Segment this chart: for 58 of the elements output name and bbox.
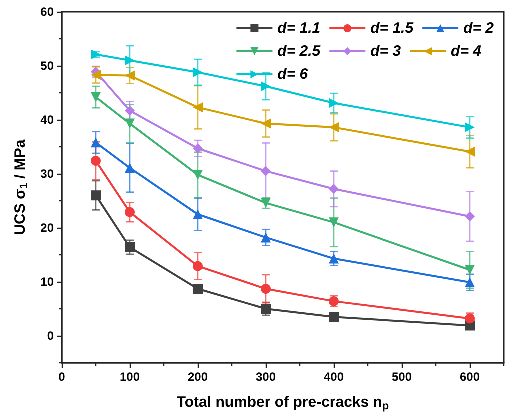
point (329, 184, 339, 194)
legend-label: d= 4 (451, 43, 482, 60)
point (329, 98, 339, 108)
point (125, 163, 135, 174)
point (91, 156, 101, 166)
point (193, 102, 203, 113)
point (193, 261, 203, 272)
point (261, 118, 271, 129)
point (125, 56, 135, 66)
y-tick-label: 10 (40, 275, 54, 289)
point (125, 106, 135, 116)
x-tick-label: 500 (392, 370, 412, 384)
y-tick-label: 50 (40, 59, 54, 73)
point (91, 70, 101, 80)
y-tick-label: 60 (40, 5, 54, 19)
point (125, 242, 135, 252)
y-tick-label: 20 (40, 221, 54, 235)
point (465, 212, 475, 222)
x-tick-label: 300 (256, 370, 276, 384)
y-tick-label: 40 (40, 113, 54, 127)
point (261, 166, 271, 176)
point (193, 144, 203, 154)
y-tick-label: 30 (40, 167, 54, 181)
point (465, 146, 475, 157)
x-tick-label: 0 (58, 370, 66, 384)
point (125, 118, 135, 129)
point (261, 284, 271, 294)
x-tick-label: 600 (460, 370, 480, 384)
point (91, 92, 101, 102)
point (91, 190, 101, 201)
point (193, 170, 203, 180)
point (193, 67, 203, 78)
legend-label: d= 3 (370, 43, 402, 60)
legend-label: d= 1.5 (370, 20, 414, 37)
x-tick-label: 400 (324, 370, 344, 384)
legend-label: d= 6 (278, 66, 309, 83)
point (193, 210, 203, 220)
x-tick-label: 200 (188, 370, 208, 384)
point (125, 70, 135, 81)
point (329, 312, 339, 322)
point (465, 278, 475, 288)
legend-label: d= 2.5 (278, 43, 322, 60)
point (261, 304, 271, 314)
point (125, 207, 135, 218)
x-tick-label: 100 (120, 370, 140, 384)
point (261, 232, 271, 243)
point (329, 218, 339, 228)
legend-label: d= 2 (464, 20, 495, 37)
point (261, 82, 271, 92)
y-axis-title: UCS σ1 / MPa (12, 139, 30, 236)
legend-label: d= 1.1 (278, 20, 321, 37)
point (329, 122, 339, 133)
point (465, 122, 475, 133)
point (465, 265, 475, 276)
y-tick-label: 0 (47, 329, 54, 343)
point (193, 284, 203, 294)
point (329, 254, 339, 264)
point (91, 138, 101, 148)
